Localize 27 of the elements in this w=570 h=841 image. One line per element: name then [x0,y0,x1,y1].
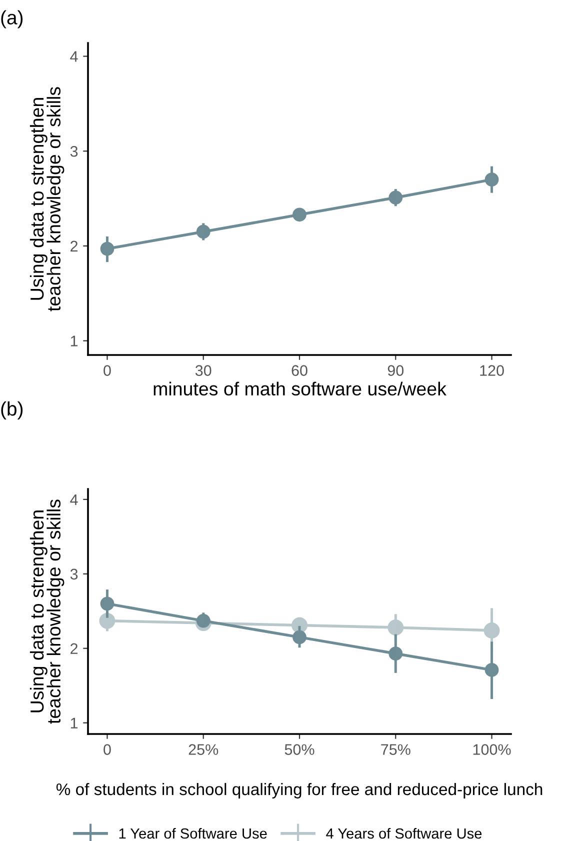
x-tick-label: 50% [284,744,314,755]
x-axis-title: % of students in school qualifying for free and reduced-price lunch [56,782,542,798]
x-tick-label: 120 [480,365,504,376]
y-tick-label: 4 [70,494,78,505]
y-tick-label: 1 [70,336,78,346]
x-tick-label: 25% [188,744,218,755]
y-tick-label: 4 [70,51,78,62]
x-tick-label: 0 [104,744,111,755]
x-axis-title: minutes of math software use/week [154,382,446,396]
chart-title: (b) [1,401,23,420]
y-axis-title: Using data to strengthen teacher knowledge or skills [30,87,64,312]
point [292,208,306,222]
y-tick-label: 3 [70,568,78,580]
x-tick-label: 75% [381,744,410,755]
x-tick-label: 100% [473,744,511,755]
y-tick-label: 2 [70,643,78,654]
x-tick-label: 60 [292,365,308,376]
y-tick-label: 3 [70,146,78,157]
y-tick-label: 2 [70,240,78,252]
x-tick-label: 0 [104,365,111,376]
x-tick-label: 30 [195,365,212,376]
chart-title: (a) [1,10,23,28]
x-tick-label: 90 [388,365,404,376]
legend-label: 1 Year of Software Use [119,828,267,839]
legend-label: 4 Years of Software Use [326,828,482,839]
y-tick-label: 1 [70,718,78,728]
y-axis-title: Using data to strengthen teacher knowledge or skills [30,500,64,724]
